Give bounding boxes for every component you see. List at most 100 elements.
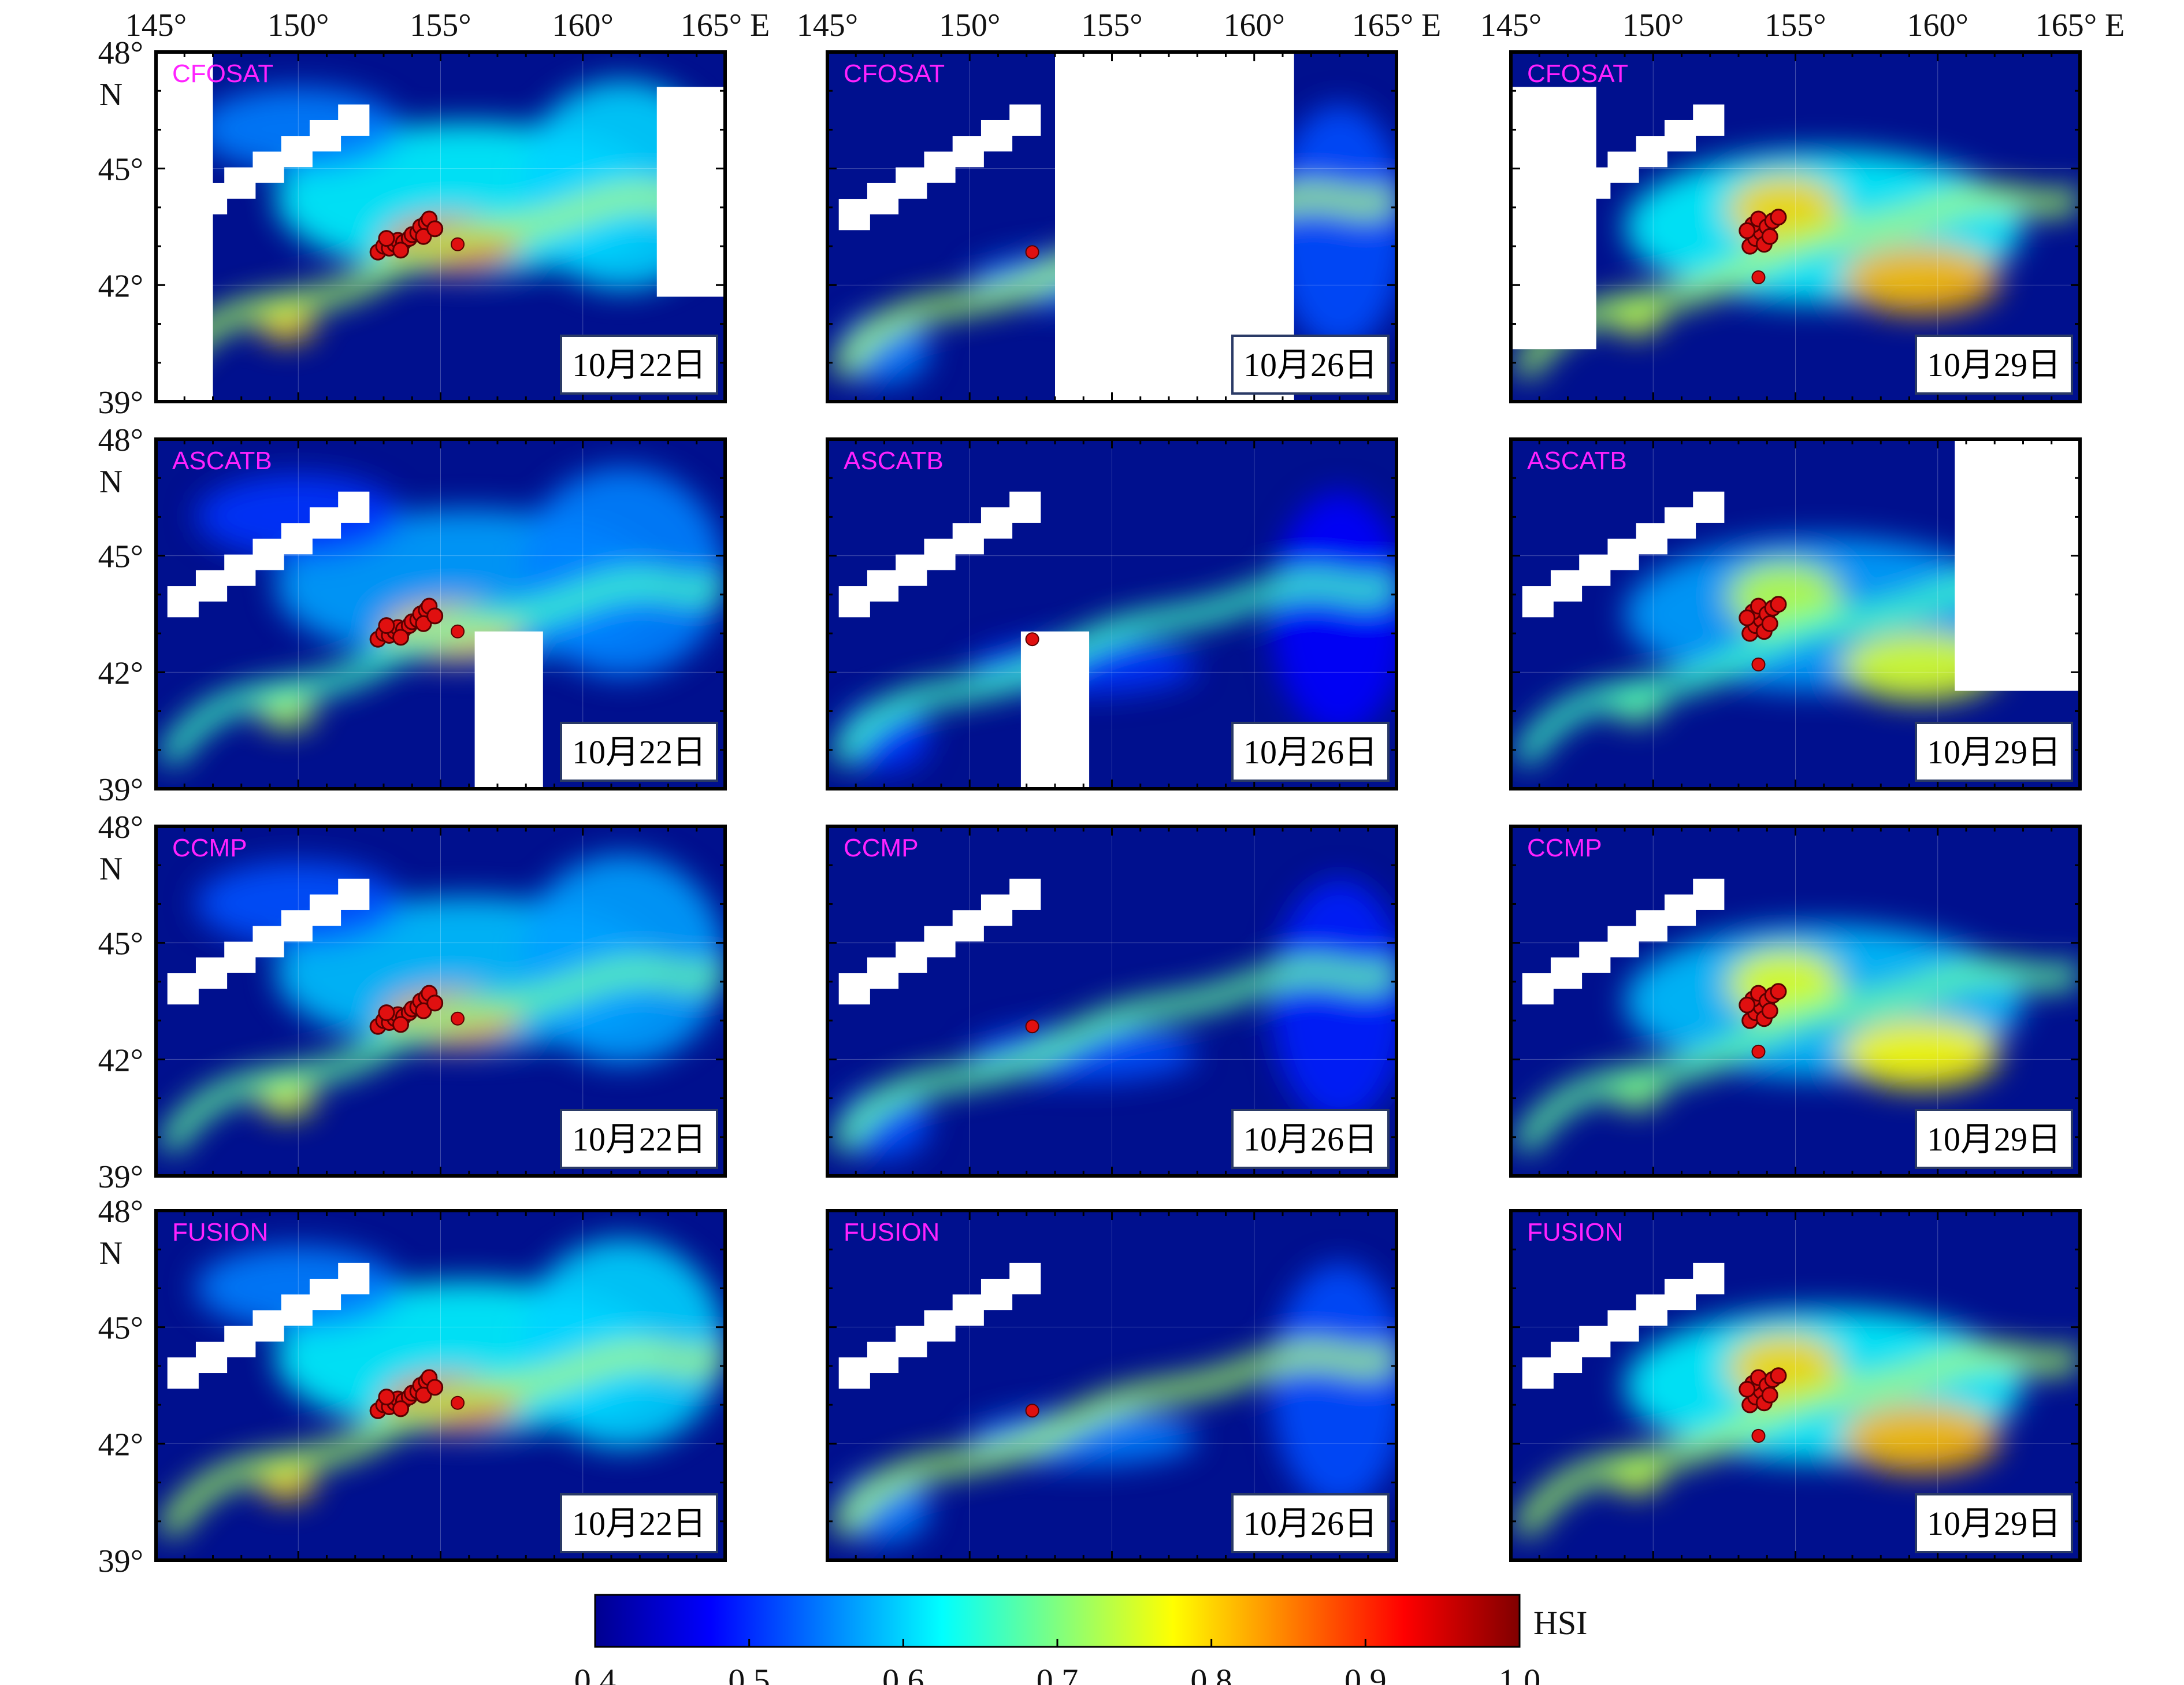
lon-tick-label: 150° <box>268 8 329 43</box>
fishing-point <box>378 1004 395 1022</box>
ticks <box>155 438 726 790</box>
map-panel: CFOSAT 10月26日 145° 150° 155° 160° 165° E <box>797 8 1441 403</box>
fishing-point <box>1025 1019 1039 1034</box>
fishing-point <box>378 617 395 634</box>
date-text: 10月29日 <box>1927 346 2061 384</box>
date-label: 10月29日 <box>1915 335 2073 395</box>
fishing-point <box>415 1002 432 1019</box>
lat-tick-label: 45° <box>98 926 143 962</box>
date-text: 10月26日 <box>1243 1120 1377 1158</box>
date-text: 10月22日 <box>572 1505 706 1542</box>
fishing-point <box>426 994 444 1012</box>
date-text: 10月26日 <box>1243 733 1377 771</box>
sensor-label: FUSION <box>1527 1218 1623 1246</box>
sensor-label: CCMP <box>1527 834 1602 862</box>
fishing-point <box>1739 609 1756 626</box>
lat-tick-label: 42° <box>98 655 143 691</box>
fishing-point <box>1739 996 1756 1014</box>
ticks <box>826 825 1398 1177</box>
missing-data <box>167 878 370 1005</box>
lon-tick-label: 150° <box>939 8 1000 43</box>
map-panel: CCMP 10月29日 <box>1509 825 2082 1178</box>
sensor-label: CFOSAT <box>172 60 273 88</box>
map-panel: FUSION 10月22日 48° N 45° 42° 39° <box>98 1194 727 1579</box>
lat-tick-label: 39° <box>98 1543 143 1579</box>
fishing-point <box>451 237 465 251</box>
missing-data <box>838 1263 1041 1389</box>
lat-tick-label: 48° <box>98 35 143 71</box>
lat-tick-label: 42° <box>98 1427 143 1463</box>
lat-tick-label: 39° <box>98 772 143 808</box>
lat-tick-label: 48° <box>98 810 143 845</box>
hsi-field <box>1512 150 2080 380</box>
lat-tick-label: 42° <box>98 1042 143 1078</box>
map-panels: CFOSAT 10月22日 145° 150° 155° 160° 165° E 48° N 45… <box>98 8 2125 1579</box>
colorbar-tick-label: 1.0 <box>1499 1662 1541 1685</box>
ticks <box>826 51 1398 403</box>
fishing-point <box>1770 983 1787 1000</box>
lat-tick-label: 42° <box>98 268 143 304</box>
lat-tick-label: 45° <box>98 539 143 575</box>
date-text: 10月29日 <box>1927 1120 2061 1158</box>
map-panel: ASCATB 10月29日 <box>1509 437 2082 790</box>
colorbar-tick-label: 0.4 <box>574 1662 616 1685</box>
fishing-point <box>392 1016 410 1033</box>
ticks <box>155 825 726 1177</box>
fishing-point <box>392 242 410 259</box>
fishing-point <box>1770 209 1787 226</box>
ticks <box>826 1209 1398 1561</box>
missing-data <box>838 878 1041 1005</box>
missing-data <box>167 1263 370 1389</box>
missing-data <box>838 52 1294 402</box>
fishing-point <box>451 1011 465 1026</box>
date-label: 10月26日 <box>1231 1109 1390 1169</box>
fishing-point <box>1739 222 1756 239</box>
colorbar-label: HSI <box>1533 1604 1587 1642</box>
fishing-point <box>1751 270 1766 284</box>
lat-tick-label: 48° <box>98 1194 143 1230</box>
grid <box>827 439 1396 789</box>
fishing-point <box>1770 1367 1787 1385</box>
ticks <box>155 1209 726 1561</box>
date-text: 10月26日 <box>1243 1505 1377 1542</box>
lon-tick-label: 145° <box>797 8 858 43</box>
lat-tick-label: 48° <box>98 422 143 458</box>
date-text: 10月22日 <box>572 733 706 771</box>
lon-tick-label: 145° <box>125 8 187 43</box>
hsi-field <box>829 1263 1396 1543</box>
sensor-label: CFOSAT <box>1527 60 1628 88</box>
sensor-label: ASCATB <box>844 447 944 475</box>
date-text: 10月26日 <box>1243 346 1377 384</box>
date-text: 10月22日 <box>572 1120 706 1158</box>
hsi-field <box>157 467 725 767</box>
lon-tick-label: 160° <box>552 8 614 43</box>
colorbar: HSI 0.4 0.5 0.6 0.7 0.8 0.9 1.0 <box>574 1594 1587 1685</box>
colorbar-tick-label: 0.6 <box>882 1662 924 1685</box>
fishing-point <box>1761 228 1778 245</box>
fishing-point <box>1761 615 1778 632</box>
lat-unit-label: N <box>99 851 122 887</box>
sensor-label: FUSION <box>172 1218 268 1246</box>
map-panel: FUSION 10月29日 <box>1509 1209 2082 1562</box>
fishing-point <box>378 230 395 247</box>
fishing-point <box>378 1389 395 1406</box>
lon-tick-label: 150° <box>1622 8 1684 43</box>
lat-tick-label: 45° <box>98 1311 143 1346</box>
sensor-label: CCMP <box>844 834 919 862</box>
sensor-label: CFOSAT <box>844 60 945 88</box>
fishing-point <box>426 220 444 237</box>
lon-tick-label: 155° <box>1765 8 1826 43</box>
grid <box>1511 439 2080 789</box>
sensor-label: FUSION <box>844 1218 939 1246</box>
date-label: 10月22日 <box>560 335 718 395</box>
date-text: 10月29日 <box>1927 1505 2061 1542</box>
date-text: 10月29日 <box>1927 733 2061 771</box>
fishing-point <box>392 1400 410 1417</box>
missing-data <box>1511 87 1725 350</box>
fishing-point <box>426 607 444 625</box>
lat-tick-label: 39° <box>98 385 143 421</box>
sensor-label: ASCATB <box>172 447 272 475</box>
date-text: 10月22日 <box>572 346 706 384</box>
grid <box>1511 52 2080 402</box>
lat-unit-label: N <box>99 77 122 113</box>
